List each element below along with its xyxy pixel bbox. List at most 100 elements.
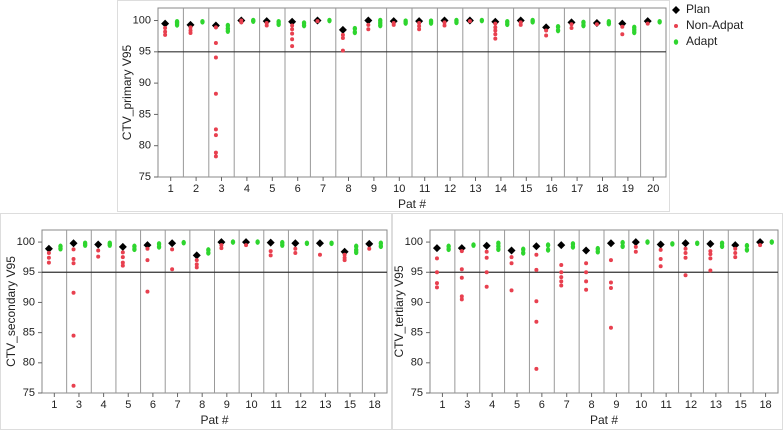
non-adapt-marker [342, 258, 347, 263]
plan-marker [192, 251, 201, 260]
non-adapt-marker [194, 258, 199, 263]
non-adapt-marker [71, 261, 76, 266]
non-adapt-marker [459, 267, 464, 272]
non-adapt-marker [244, 243, 249, 248]
x-tick-label: 18 [596, 183, 608, 195]
plan-marker [731, 241, 740, 250]
non-adapt-marker [674, 24, 678, 28]
non-adapt-marker [683, 246, 688, 251]
x-tick-label: 9 [613, 399, 619, 411]
non-adapt-marker [459, 294, 464, 299]
y-tick-label: 100 [17, 236, 35, 248]
adapt-marker [657, 18, 662, 25]
y-tick-label: 100 [133, 14, 151, 26]
y-tick-label: 95 [139, 46, 151, 58]
adapt-marker [673, 39, 679, 45]
x-tick-label: 13 [319, 399, 331, 411]
adapt-marker [719, 243, 725, 250]
y-tick-label: 80 [23, 357, 35, 369]
x-tick-label: 4 [101, 399, 107, 411]
non-adapt-marker [213, 41, 218, 46]
non-adapt-marker [71, 290, 76, 295]
non-adapt-marker [708, 249, 713, 254]
plan-marker [532, 242, 541, 251]
x-tick-label: 7 [320, 183, 326, 195]
plan-marker [266, 238, 275, 247]
non-adapt-marker [459, 275, 464, 280]
plan-marker [631, 238, 640, 247]
non-adapt-marker [594, 22, 599, 27]
non-adapt-marker [608, 280, 613, 285]
x-tick-label: 1 [439, 399, 445, 411]
plan-marker [186, 20, 195, 29]
adapt-marker [181, 239, 186, 246]
adapt-marker [132, 246, 137, 253]
x-tick-label: 14 [495, 183, 507, 195]
non-adapt-marker [708, 252, 713, 257]
non-adapt-marker [683, 255, 688, 260]
adapt-marker [225, 28, 231, 34]
x-tick-label: 10 [635, 399, 647, 411]
plan-marker [542, 23, 551, 32]
x-tick-label: 16 [546, 183, 558, 195]
adapt-marker [645, 239, 650, 245]
adapt-marker [581, 22, 586, 29]
plan-marker [315, 239, 324, 248]
non-adapt-marker [509, 288, 514, 293]
non-adapt-marker [683, 273, 688, 278]
non-adapt-marker [120, 263, 125, 268]
non-adapt-marker [708, 256, 713, 261]
x-axis-title: Pat # [200, 413, 228, 427]
non-adapt-marker [493, 25, 498, 30]
non-adapt-marker [290, 44, 295, 49]
non-adapt-marker [120, 250, 125, 255]
x-tick-label: 13 [710, 399, 722, 411]
non-adapt-marker [46, 260, 51, 265]
non-adapt-marker [417, 24, 422, 29]
adapt-marker [545, 242, 551, 248]
non-adapt-marker [733, 246, 738, 251]
adapt-marker [327, 17, 332, 24]
non-adapt-marker [633, 244, 638, 249]
non-adapt-marker [658, 256, 663, 261]
x-tick-label: 5 [514, 399, 520, 411]
x-tick-label: 15 [735, 399, 747, 411]
adapt-marker [280, 242, 285, 248]
non-adapt-marker [290, 31, 295, 36]
plan-marker [118, 242, 127, 251]
x-tick-label: 8 [199, 399, 205, 411]
non-adapt-marker [188, 31, 193, 36]
y-axis-title: CTV_primary V95 [120, 45, 134, 141]
non-adapt-marker [658, 247, 663, 252]
non-adapt-marker [213, 55, 218, 60]
adapt-marker [428, 20, 434, 26]
plan-marker [365, 239, 374, 248]
x-tick-label: 11 [660, 399, 671, 411]
x-tick-label: 10 [393, 183, 405, 195]
adapt-marker [251, 18, 256, 24]
x-tick-label: 12 [295, 399, 307, 411]
non-adapt-marker [145, 258, 150, 263]
non-adapt-marker [194, 265, 199, 270]
y-tick-label: 90 [411, 296, 423, 308]
non-adapt-marker [559, 283, 564, 288]
non-adapt-marker [484, 284, 489, 289]
y-tick-label: 100 [405, 236, 423, 248]
adapt-marker [352, 29, 358, 36]
plan-marker [643, 17, 652, 26]
non-adapt-marker [71, 247, 76, 252]
non-adapt-marker [96, 254, 101, 259]
non-adapt-marker [96, 248, 101, 253]
x-tick-label: 4 [489, 399, 495, 411]
non-adapt-marker [290, 23, 295, 28]
plan-marker [457, 244, 466, 253]
plan-marker [364, 16, 373, 25]
x-tick-label: 3 [218, 183, 224, 195]
x-tick-label: 15 [344, 399, 356, 411]
adapt-marker [353, 249, 359, 256]
plan-marker [618, 19, 627, 28]
adapt-marker [744, 242, 750, 249]
non-adapt-marker [733, 255, 738, 260]
non-adapt-marker [544, 33, 549, 38]
y-tick-label: 85 [23, 327, 35, 339]
